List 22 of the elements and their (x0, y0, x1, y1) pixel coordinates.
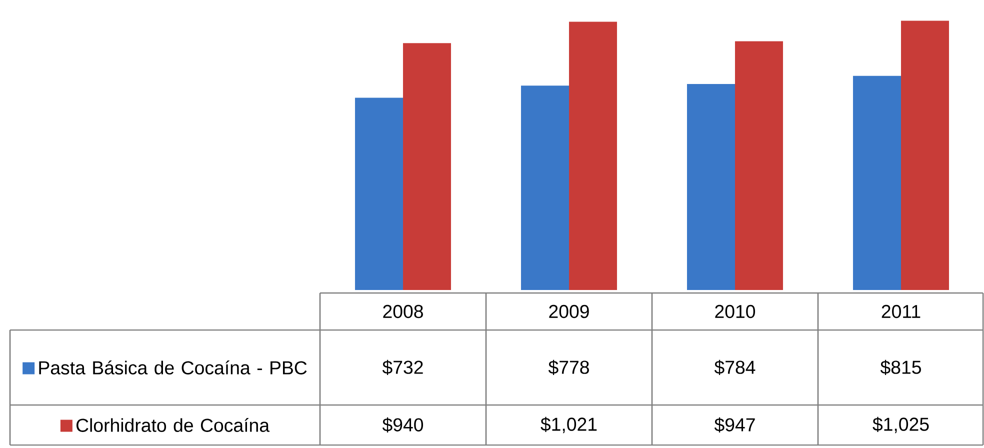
data-label: $732 (382, 360, 423, 376)
x-tick-label: 2009 (549, 304, 589, 318)
data-label: $940 (382, 417, 424, 433)
bar (735, 41, 784, 290)
legend-label: Pasta Básica de Cocaína - PBC (39, 360, 307, 374)
data-label: $815 (880, 360, 921, 376)
legend-label: Clorhidrato de Cocaína (76, 418, 270, 432)
data-label: $1,021 (540, 416, 597, 434)
bar (687, 84, 736, 290)
data-label: $947 (714, 417, 755, 433)
bar (569, 22, 618, 290)
x-tick-label: 2008 (383, 304, 423, 318)
bar (521, 86, 570, 290)
data-label: $778 (548, 360, 589, 376)
bar (901, 20, 949, 290)
data-label: $1,025 (872, 416, 929, 434)
bar (355, 98, 404, 290)
x-tick-label: 2010 (715, 304, 756, 318)
data-label: $784 (714, 360, 756, 376)
bar (853, 76, 901, 290)
bar (403, 43, 452, 290)
x-tick-label: 2011 (882, 304, 920, 318)
